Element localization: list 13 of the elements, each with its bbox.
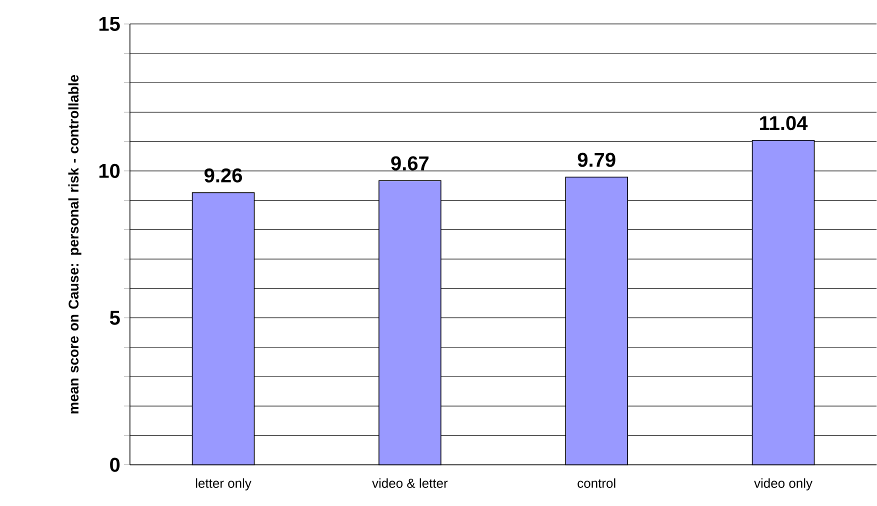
- data-label: 9.67: [391, 156, 429, 171]
- y-tick-label: 15: [99, 17, 120, 32]
- x-tick-label: letter only: [196, 478, 252, 491]
- data-label: 9.79: [578, 152, 616, 167]
- y-axis-title: mean score on Cause: personal risk - controllable: [68, 75, 82, 414]
- x-tick-label: control: [578, 478, 616, 488]
- y-tick-label: 10: [99, 164, 120, 178]
- y-tick-label: 0: [110, 458, 120, 472]
- data-label: 11.04: [760, 116, 808, 130]
- x-tick-label: video & letter: [372, 478, 448, 488]
- y-tick-label: 5: [110, 310, 120, 325]
- data-label: 9.26: [204, 168, 242, 183]
- x-tick-label: video only: [754, 478, 812, 491]
